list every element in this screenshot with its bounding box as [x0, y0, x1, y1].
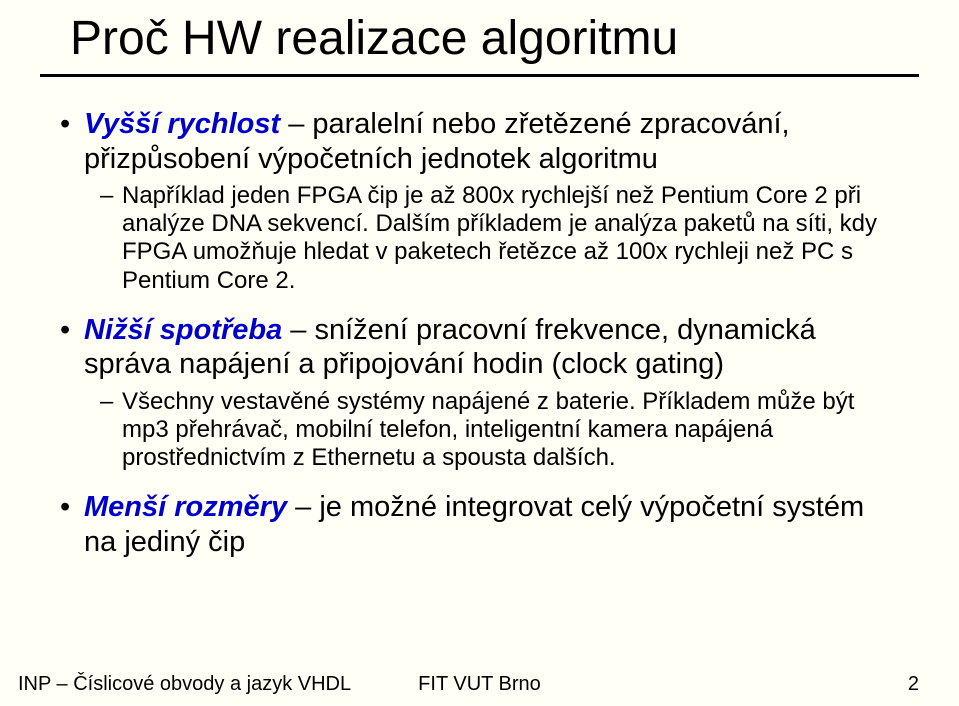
slide: Proč HW realizace algoritmu Vyšší rychlo… [0, 0, 959, 706]
bullet-2: Nižší spotřeba – snížení pracovní frekve… [60, 313, 899, 381]
bullet-1-sub: Například jeden FPGA čip je až 800x rych… [60, 182, 899, 295]
bullet-1: Vyšší rychlost – paralelní nebo zřetězen… [60, 107, 899, 175]
footer-page-number: 2 [908, 673, 919, 696]
footer-center: FIT VUT Brno [0, 673, 959, 696]
bullet-2-lead: Nižší spotřeba [84, 314, 282, 346]
slide-title: Proč HW realizace algoritmu [0, 0, 959, 70]
bullet-3: Menší rozměry – je možné integrovat celý… [60, 490, 899, 558]
bullet-2-sub: Všechny vestavěné systémy napájené z bat… [60, 388, 899, 473]
bullet-3-lead: Menší rozměry [84, 491, 287, 523]
bullet-1-lead: Vyšší rychlost [84, 108, 280, 140]
slide-body: Vyšší rychlost – paralelní nebo zřetězen… [0, 77, 959, 559]
